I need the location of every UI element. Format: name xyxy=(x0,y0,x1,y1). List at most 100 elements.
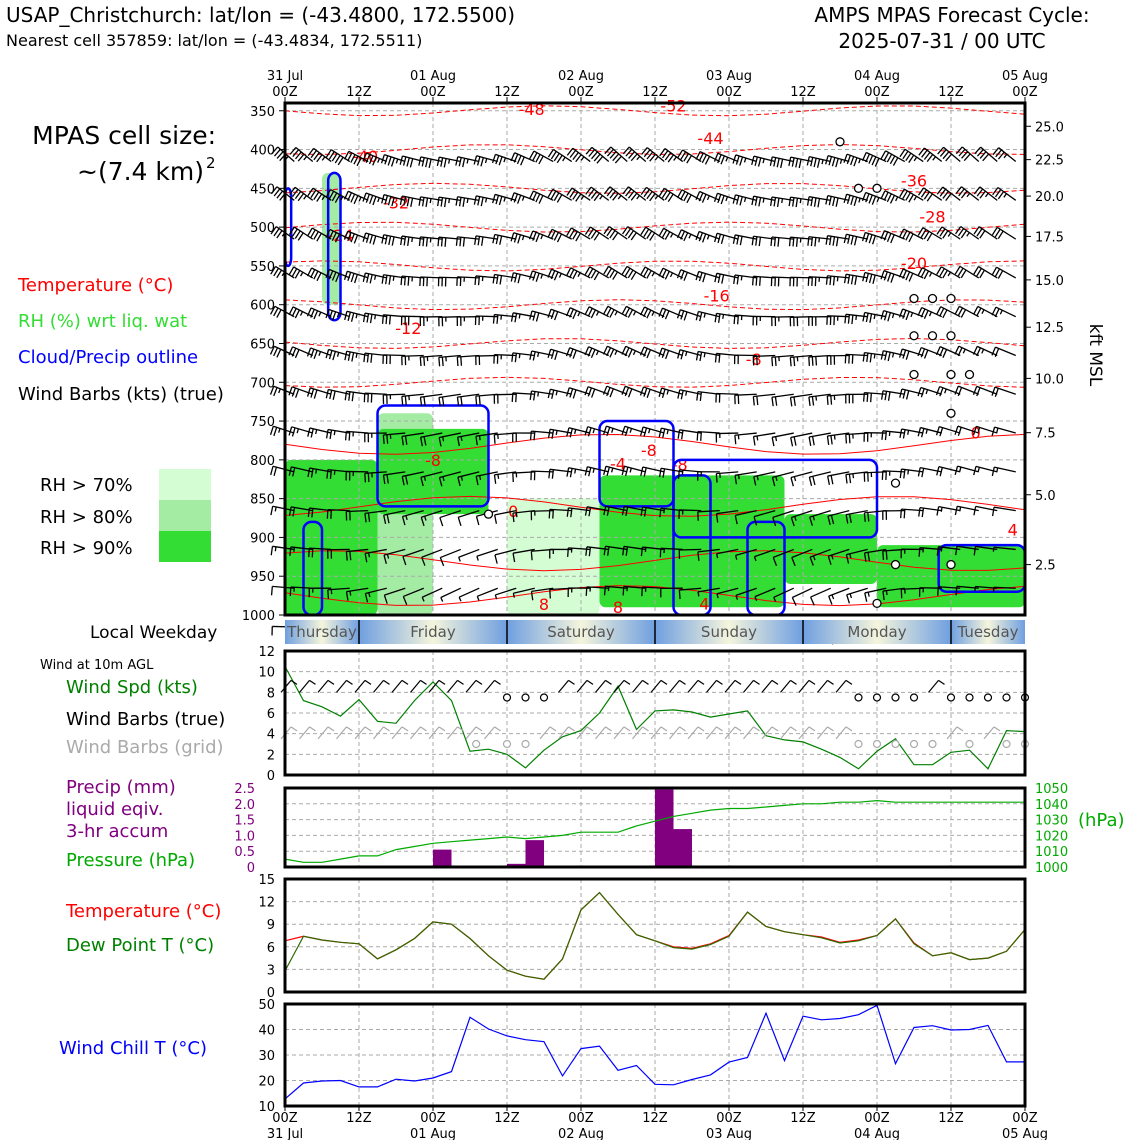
wind-barb-feather xyxy=(493,434,496,444)
wind-barb xyxy=(917,306,943,319)
wind-barb-half-feather xyxy=(981,349,985,354)
wind-barb-feather xyxy=(292,188,299,197)
wind-barb-feather xyxy=(622,186,629,195)
pressure-tick-label: 550 xyxy=(250,260,275,275)
wind-barb-feather xyxy=(528,190,534,200)
wind-barb-feather xyxy=(372,156,377,166)
wind-barb xyxy=(622,146,647,163)
wind-barb-feather xyxy=(499,275,503,285)
wind-barb-feather xyxy=(401,396,404,406)
wind-barb-feather xyxy=(780,158,784,169)
wind-barb-feather xyxy=(422,237,425,247)
wind-barb-feather xyxy=(624,267,631,277)
wind-barb-half-feather xyxy=(651,311,655,316)
wind-barb-feather xyxy=(346,726,353,732)
wind-barb-half-feather xyxy=(756,475,759,481)
wind-barb xyxy=(790,432,813,447)
wind-barb-feather xyxy=(954,465,959,476)
wind-barb-feather xyxy=(972,346,978,355)
wind-barb-feather xyxy=(643,149,651,158)
wind-barb-feather xyxy=(533,391,536,401)
wind-barb-feather xyxy=(329,469,333,479)
wind-barb-feather xyxy=(664,231,671,240)
wind-barb-feather xyxy=(908,194,914,203)
wind-barb-feather xyxy=(643,189,650,198)
wind-barb-staff xyxy=(697,548,720,553)
wind-barb-feather xyxy=(313,231,319,240)
wind-barb-feather xyxy=(872,274,876,284)
wind-barb-feather xyxy=(683,192,689,202)
wind-barb xyxy=(715,392,739,403)
wind-barb xyxy=(810,587,832,606)
wind-barb-feather xyxy=(288,226,295,235)
wind-barb-feather xyxy=(480,157,484,167)
wind-barb-feather xyxy=(957,228,965,237)
wind-barb-feather xyxy=(936,226,943,235)
wind-barb-feather xyxy=(515,393,517,403)
wind-barb-staff xyxy=(558,726,569,740)
wind-barb-feather xyxy=(845,474,848,484)
wind-barb-feather xyxy=(334,194,341,203)
time-tick-date: 31 Jul xyxy=(267,1127,303,1140)
wind-barb-feather xyxy=(979,269,986,279)
wind-barb xyxy=(306,307,332,320)
wind-barb-feather xyxy=(643,228,650,238)
weekday-band xyxy=(951,620,1025,644)
wind-barb-feather xyxy=(276,151,284,159)
wind-barb xyxy=(621,265,647,280)
wind-barb-feather xyxy=(935,346,941,356)
wind-barb xyxy=(808,354,831,366)
wind-barb-feather xyxy=(369,234,374,244)
wind-barb xyxy=(640,186,665,202)
wind-barb-feather xyxy=(344,391,348,401)
legend-wind: Wind Barbs (kts) (true) xyxy=(18,384,224,405)
wind-barb-half-feather xyxy=(925,389,929,395)
wind-barb-staff xyxy=(410,679,421,693)
wind-barb-feather xyxy=(419,357,422,367)
wind-barb xyxy=(420,471,443,487)
wind-barb-feather xyxy=(382,474,386,485)
calm-true-circle xyxy=(502,693,512,702)
wind-barb-feather xyxy=(605,726,612,732)
wind-barb-feather xyxy=(677,469,680,479)
wind-barb-feather xyxy=(701,154,707,164)
wind-barb xyxy=(715,471,739,483)
wind-barb xyxy=(288,306,314,319)
wind-barb-half-feather xyxy=(392,276,395,281)
y-tick-label: 8 xyxy=(267,686,275,701)
wind-barb xyxy=(880,270,905,283)
wind-barb-staff xyxy=(476,471,498,477)
wind-barb-feather xyxy=(902,429,906,439)
wind-barb-feather xyxy=(773,237,777,247)
wind-barb-feather xyxy=(624,387,630,397)
pressure-tick-label: 450 xyxy=(250,182,275,197)
wind-barb-feather xyxy=(438,357,441,367)
wind-barb xyxy=(973,226,998,240)
wind-barb-half-feather xyxy=(377,197,380,203)
wind-barb xyxy=(808,432,831,447)
wind-barb-staff xyxy=(809,548,831,558)
wind-barb-feather xyxy=(718,353,721,363)
wind-barb xyxy=(753,510,776,526)
height-tick-label: 17.5 xyxy=(1035,230,1064,245)
wind-barb-feather xyxy=(553,152,560,162)
wind-barb xyxy=(935,425,961,437)
wind-barb-feather xyxy=(458,197,462,207)
wind-barb-feather xyxy=(827,555,832,565)
wind-barb-half-feather xyxy=(521,196,525,201)
wind-barb xyxy=(603,265,628,280)
wind-barb-feather xyxy=(734,435,737,445)
wind-barb-feather xyxy=(676,269,682,279)
wind-barb-feather xyxy=(695,311,700,321)
wind-barb xyxy=(734,548,757,560)
wind-barb-feather xyxy=(960,230,968,239)
wind-barb xyxy=(991,506,1016,517)
wind-barb-feather xyxy=(550,350,555,360)
wind-barb-feather xyxy=(290,726,298,732)
wind-barb xyxy=(307,187,332,202)
wind-barb-feather xyxy=(406,157,410,167)
wind-barb-feather xyxy=(387,196,392,206)
wind-barb-staff xyxy=(706,679,717,693)
wind-barb-feather xyxy=(418,156,422,166)
wind-barb-staff xyxy=(391,726,403,740)
